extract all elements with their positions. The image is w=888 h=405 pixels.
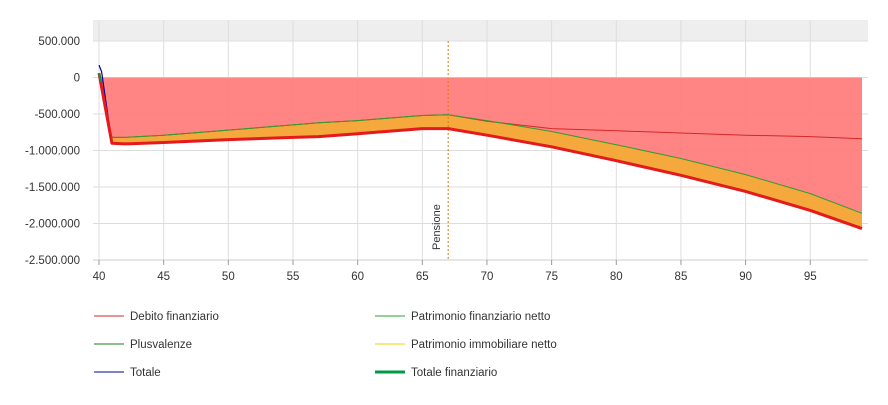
- y-tick-label: -500.000: [35, 109, 80, 121]
- x-tick-label: 45: [157, 271, 170, 283]
- legend-label: Plusvalenze: [130, 339, 192, 351]
- x-tick-label: 90: [739, 271, 752, 283]
- legend-label: Patrimonio finanziario netto: [411, 311, 550, 323]
- legend-label: Totale finanziario: [411, 367, 497, 379]
- y-tick-label: 500.000: [38, 36, 80, 48]
- y-tick-label: -1.500.000: [25, 182, 80, 194]
- y-tick-label: 0: [74, 73, 80, 85]
- x-tick-label: 40: [93, 271, 106, 283]
- y-tick-label: -2.000.000: [25, 219, 80, 231]
- x-tick-label: 55: [287, 271, 300, 283]
- x-tick-label: 75: [545, 271, 558, 283]
- x-tick-label: 50: [222, 271, 235, 283]
- y-tick-label: -2.500.000: [25, 255, 80, 267]
- series-line-totale-finanziario: [97, 72, 863, 231]
- retirement-label: Pensione: [431, 204, 443, 250]
- x-tick-label: 80: [610, 271, 623, 283]
- series-start-totale-finanziario: [98, 72, 102, 83]
- x-tick-label: 95: [804, 271, 817, 283]
- legend-label: Debito finanziario: [130, 311, 219, 323]
- legend-label: Totale: [130, 367, 161, 379]
- x-tick-label: 70: [481, 271, 494, 283]
- plot-top-band: [93, 20, 868, 41]
- legend[interactable]: Debito finanziario Patrimonio finanziario…: [94, 311, 557, 379]
- legend-label: Patrimonio immobiliare netto: [411, 339, 557, 351]
- legend-item[interactable]: Plusvalenze: [94, 339, 192, 351]
- legend-item[interactable]: Totale finanziario: [375, 367, 497, 379]
- x-tick-label: 65: [416, 271, 429, 283]
- debt-area: [99, 76, 862, 214]
- y-tick-label: -1.000.000: [25, 146, 80, 158]
- x-tick-label: 60: [351, 271, 364, 283]
- x-tick-label: 85: [675, 271, 688, 283]
- legend-item[interactable]: Totale: [94, 367, 161, 379]
- legend-item[interactable]: Patrimonio finanziario netto: [375, 311, 550, 323]
- legend-item[interactable]: Debito finanziario: [94, 311, 219, 323]
- axes: 40 45 50 55 60 65 70 75 80 85 90 95 500.000 0 -500.000…: [25, 36, 868, 283]
- series-line-patrimonio-finanziario-netto: [98, 75, 863, 214]
- legend-item[interactable]: Patrimonio immobiliare netto: [375, 339, 557, 351]
